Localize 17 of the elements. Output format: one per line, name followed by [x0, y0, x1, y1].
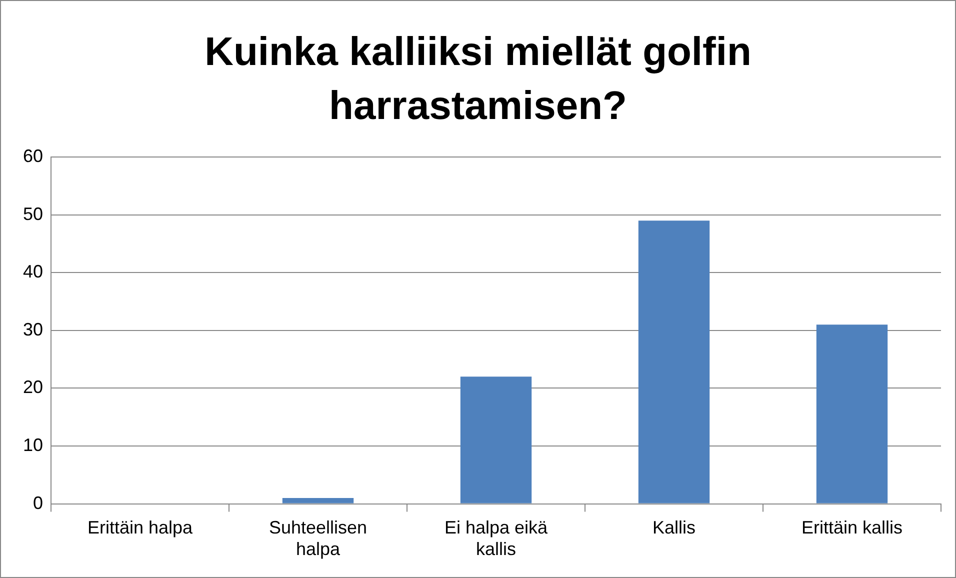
- y-tick-label: 60: [22, 146, 44, 166]
- x-tick-label: Suhteellisen halpa: [268, 518, 368, 560]
- bar: [816, 324, 888, 504]
- bar: [282, 498, 354, 504]
- y-tick-label: 20: [22, 377, 44, 398]
- bar: [638, 220, 710, 504]
- x-tick-label: Ei halpa eikä kallis: [444, 518, 549, 560]
- y-tick-label: 10: [22, 434, 44, 455]
- y-tick-label: 0: [33, 492, 44, 513]
- y-tick-label: 30: [22, 319, 44, 340]
- y-tick-label: 40: [22, 262, 44, 282]
- x-tick-label: Erittäin kallis: [801, 518, 903, 538]
- x-tick-label: Erittäin halpa: [87, 518, 194, 538]
- chart-title: Kuinka kalliiksi miellät golfin harrastamisen?: [204, 30, 752, 128]
- x-tick-label: Kallis: [652, 518, 696, 538]
- y-tick-label: 50: [22, 204, 44, 224]
- bar: [460, 376, 532, 504]
